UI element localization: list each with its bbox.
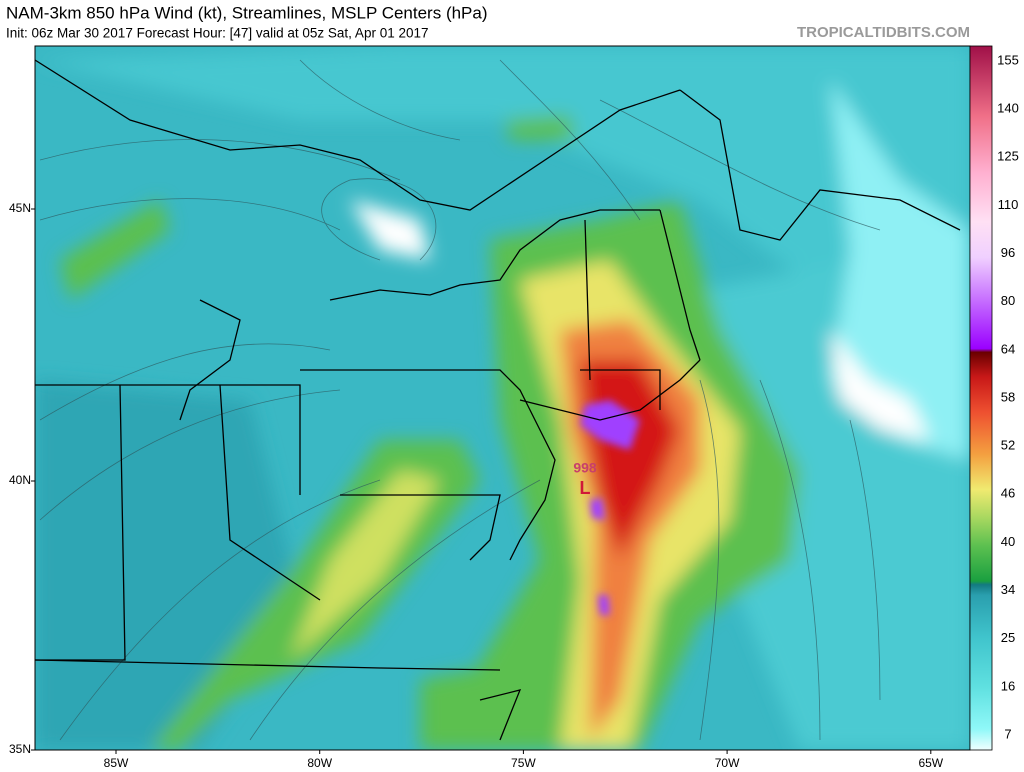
title: NAM-3km 850 hPa Wind (kt), Streamlines, … bbox=[6, 3, 488, 22]
streamlines bbox=[39, 59, 881, 741]
map-field bbox=[35, 46, 970, 750]
lon-label: 65W bbox=[918, 756, 943, 770]
lon-label: 80W bbox=[307, 756, 332, 770]
colorbar-label: 64 bbox=[1001, 341, 1015, 356]
lon-label: 70W bbox=[715, 756, 740, 770]
colorbar-label: 80 bbox=[1001, 293, 1015, 308]
colorbar-label: 7 bbox=[1004, 726, 1011, 741]
lon-label: 85W bbox=[104, 756, 129, 770]
lon-label: 75W bbox=[511, 756, 536, 770]
low-symbol: L bbox=[580, 478, 591, 498]
site-name: TROPICALTIDBITS.COM bbox=[797, 24, 970, 41]
lat-label: 45N bbox=[9, 201, 31, 215]
labels: 45N 40N 35N 85W 80W 75W 70W 65W 7 16 25 34 40 46 52 58 6… bbox=[9, 52, 1019, 770]
colorbar-label: 34 bbox=[1001, 582, 1015, 597]
colorbar-label: 125 bbox=[997, 149, 1019, 164]
colorbar-label: 40 bbox=[1001, 534, 1015, 549]
boundaries bbox=[35, 59, 961, 741]
colorbar-label: 140 bbox=[997, 101, 1019, 116]
colorbar-label: 155 bbox=[997, 52, 1019, 67]
colorbar-label: 52 bbox=[1001, 438, 1015, 453]
low-pressure-value: 998 bbox=[573, 460, 597, 476]
colorbar-label: 110 bbox=[998, 197, 1019, 212]
subtitle: Init: 06z Mar 30 2017 Forecast Hour: [47… bbox=[6, 26, 429, 41]
lat-label: 40N bbox=[9, 473, 31, 487]
colorbar-label: 96 bbox=[1001, 245, 1015, 260]
colorbar-label: 46 bbox=[1001, 486, 1015, 501]
colorbar-label: 16 bbox=[1001, 678, 1015, 693]
colorbar-label: 25 bbox=[1001, 630, 1015, 645]
colorbar bbox=[969, 45, 993, 751]
colorbar-label: 58 bbox=[1001, 389, 1015, 404]
lat-label: 35N bbox=[9, 742, 31, 756]
